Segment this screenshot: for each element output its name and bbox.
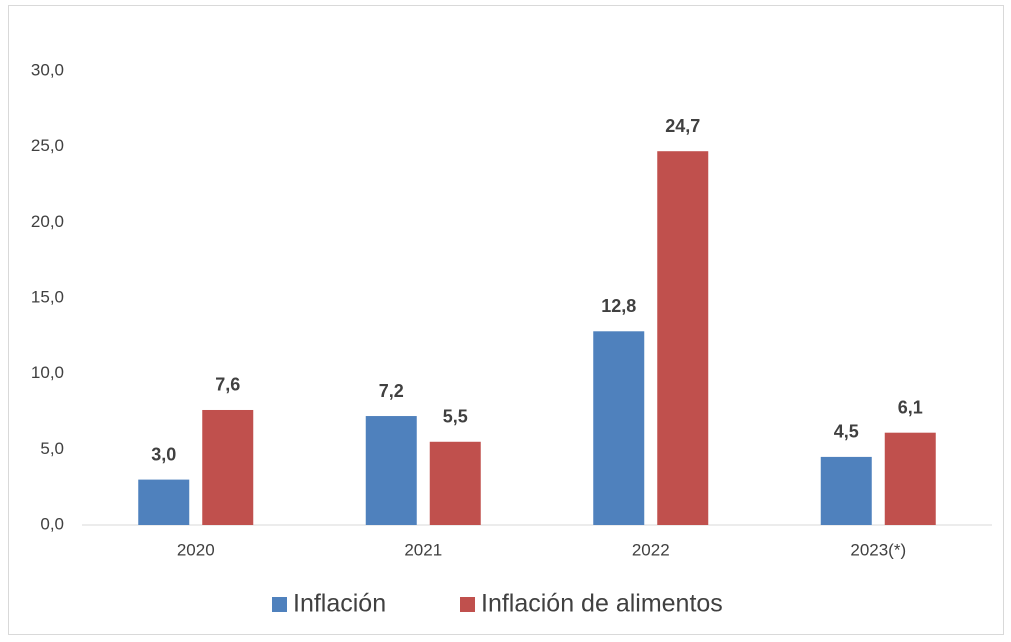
legend-swatch xyxy=(272,597,287,612)
x-tick-label: 2022 xyxy=(632,540,670,559)
value-label: 4,5 xyxy=(834,422,859,442)
bar xyxy=(593,331,645,525)
y-tick-label: 5,0 xyxy=(40,439,64,458)
bar xyxy=(657,151,709,525)
bar xyxy=(884,432,936,525)
y-tick-label: 0,0 xyxy=(40,514,64,533)
y-tick-label: 30,0 xyxy=(31,60,64,79)
value-label: 5,5 xyxy=(443,407,468,427)
legend-swatch xyxy=(460,597,475,612)
value-label: 12,8 xyxy=(601,296,636,316)
bar xyxy=(138,479,190,525)
y-tick-label: 10,0 xyxy=(31,363,64,382)
legend-label: Inflación xyxy=(293,590,386,618)
y-tick-label: 20,0 xyxy=(31,212,64,231)
value-label: 6,1 xyxy=(898,397,923,417)
bar xyxy=(820,456,872,525)
x-tick-label: 2023(*) xyxy=(850,540,906,559)
y-tick-label: 15,0 xyxy=(31,287,64,306)
bar xyxy=(429,441,481,525)
value-label: 24,7 xyxy=(665,116,700,136)
chart-border xyxy=(8,5,1004,635)
value-label: 3,0 xyxy=(151,444,176,464)
value-label: 7,2 xyxy=(379,381,404,401)
bar xyxy=(365,416,417,525)
bar xyxy=(202,409,254,525)
legend-label: Inflación de alimentos xyxy=(481,590,723,618)
y-tick-label: 25,0 xyxy=(31,136,64,155)
x-tick-label: 2020 xyxy=(177,540,215,559)
value-label: 7,6 xyxy=(215,375,240,395)
x-tick-label: 2021 xyxy=(404,540,442,559)
